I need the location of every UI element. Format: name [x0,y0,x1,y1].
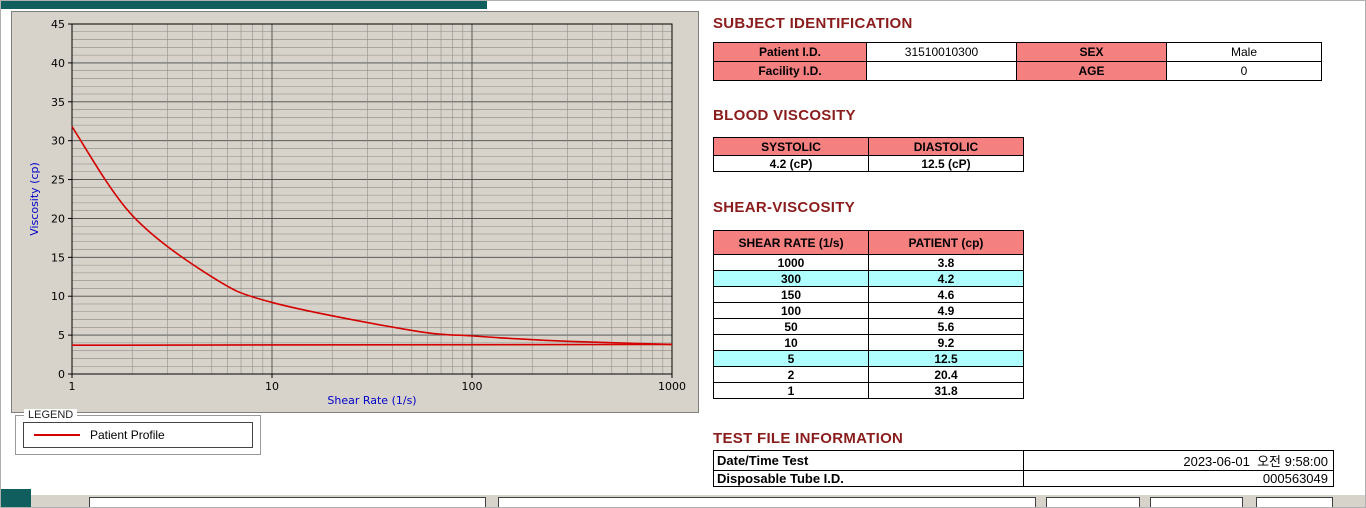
date-time-test-label: Date/Time Test [713,450,1024,471]
shear-viscosity-row: 300 4.2 [713,270,1024,287]
viscosity-chart: 0 5 10 15 20 25 30 35 40 45 1 10 100 1000 Viscosity (c… [28,18,686,407]
diastolic-value: 12.5 (cP) [868,155,1024,172]
patient-viscosity-cell: 31.8 [868,382,1024,399]
shear-viscosity-row: 10 9.2 [713,334,1024,351]
shear-viscosity-row: 1000 3.8 [713,254,1024,271]
table-header-row: SHEAR RATE (1/s) PATIENT (cp) [713,230,1024,255]
shear-viscosity-row: 100 4.9 [713,302,1024,319]
bottom-field-1[interactable] [89,497,486,507]
table-row: 4.2 (cP) 12.5 (cP) [713,155,1024,172]
patient-id-value: 31510010300 [866,42,1017,62]
patient-viscosity-cell: 5.6 [868,318,1024,335]
svg-text:1000: 1000 [658,380,686,393]
shear-rate-cell: 150 [713,286,869,303]
svg-text:20: 20 [51,212,65,225]
shear-rate-cell: 1 [713,382,869,399]
patient-viscosity-cell: 4.2 [868,270,1024,287]
test-file-information-table: Date/Time Test 2023-06-01 오전 9:58:00 Dis… [713,450,1334,487]
age-value: 0 [1166,61,1322,81]
shear-rate-cell: 50 [713,318,869,335]
bottom-field-2[interactable] [498,497,1036,507]
systolic-value: 4.2 (cP) [713,155,869,172]
bottom-field-5[interactable] [1256,497,1333,507]
table-row: Patient I.D. 31510010300 SEX Male [713,42,1322,62]
shear-rate-cell: 100 [713,302,869,319]
patient-viscosity-cell: 4.6 [868,286,1024,303]
shear-rate-cell: 1000 [713,254,869,271]
shear-viscosity-row: 150 4.6 [713,286,1024,303]
patient-viscosity-cell: 12.5 [868,350,1024,367]
table-row: Date/Time Test 2023-06-01 오전 9:58:00 [713,450,1334,471]
svg-text:1: 1 [69,380,76,393]
patient-profile-line-swatch [34,434,80,436]
shear-viscosity-row: 2 20.4 [713,366,1024,383]
svg-text:25: 25 [51,174,65,187]
svg-text:30: 30 [51,135,65,148]
shear-viscosity-title: SHEAR-VISCOSITY [713,199,856,216]
svg-text:Viscosity (cp): Viscosity (cp) [28,162,41,236]
legend-box: LEGEND Patient Profile [15,409,261,455]
svg-text:100: 100 [462,380,483,393]
shear-viscosity-row: 1 31.8 [713,382,1024,399]
patient-viscosity-cell: 4.9 [868,302,1024,319]
patient-id-label: Patient I.D. [713,42,867,62]
bottom-left-teal-block [1,489,31,507]
legend-inner-box: Patient Profile [23,422,253,448]
table-row: SYSTOLIC DIASTOLIC [713,137,1024,156]
facility-id-value [866,61,1017,81]
svg-text:Shear Rate (1/s): Shear Rate (1/s) [327,394,416,407]
svg-text:45: 45 [51,18,65,31]
svg-text:5: 5 [58,329,65,342]
sex-value: Male [1166,42,1322,62]
svg-text:0: 0 [58,368,65,381]
legend-entry-label: Patient Profile [90,428,165,442]
subject-identification-table: Patient I.D. 31510010300 SEX Male Facili… [713,42,1322,81]
svg-text:40: 40 [51,57,65,70]
shear-viscosity-row: 5 12.5 [713,350,1024,367]
age-label: AGE [1016,61,1167,81]
shear-viscosity-table: SHEAR RATE (1/s) PATIENT (cp) 1000 3.8 300… [713,230,1024,399]
date-time-test-value: 2023-06-01 오전 9:58:00 [1023,450,1334,471]
shear-rate-cell: 2 [713,366,869,383]
patient-cp-header: PATIENT (cp) [868,230,1024,255]
shear-rate-cell: 10 [713,334,869,351]
disposable-tube-id-label: Disposable Tube I.D. [713,470,1024,487]
facility-id-label: Facility I.D. [713,61,867,81]
bottom-field-4[interactable] [1150,497,1243,507]
legend-caption: LEGEND [24,409,78,421]
blood-viscosity-title: BLOOD VISCOSITY [713,107,856,124]
shear-rate-cell: 5 [713,350,869,367]
systolic-header: SYSTOLIC [713,137,869,156]
blood-viscosity-table: SYSTOLIC DIASTOLIC 4.2 (cP) 12.5 (cP) [713,137,1024,172]
diastolic-header: DIASTOLIC [868,137,1024,156]
svg-text:10: 10 [265,380,279,393]
bottom-field-3[interactable] [1046,497,1140,507]
svg-text:35: 35 [51,96,65,109]
table-row: Facility I.D. AGE 0 [713,61,1322,81]
patient-viscosity-cell: 20.4 [868,366,1024,383]
table-row: Disposable Tube I.D. 000563049 [713,470,1334,487]
svg-text:15: 15 [51,251,65,264]
viscosity-chart-panel: 0 5 10 15 20 25 30 35 40 45 1 10 100 1000 Viscosity (c… [11,11,699,413]
sex-label: SEX [1016,42,1167,62]
shear-viscosity-row: 50 5.6 [713,318,1024,335]
shear-rate-header: SHEAR RATE (1/s) [713,230,869,255]
patient-viscosity-cell: 9.2 [868,334,1024,351]
patient-viscosity-cell: 3.8 [868,254,1024,271]
shear-viscosity-body: 1000 3.8 300 4.2 150 4.6 100 4.9 50 5.6 10 9.2 5 12.5… [713,254,1024,399]
title-bar-remnant [1,1,487,9]
disposable-tube-id-value: 000563049 [1023,470,1334,487]
shear-rate-cell: 300 [713,270,869,287]
subject-identification-title: SUBJECT IDENTIFICATION [713,15,913,32]
svg-text:10: 10 [51,290,65,303]
test-file-information-title: TEST FILE INFORMATION [713,430,904,447]
